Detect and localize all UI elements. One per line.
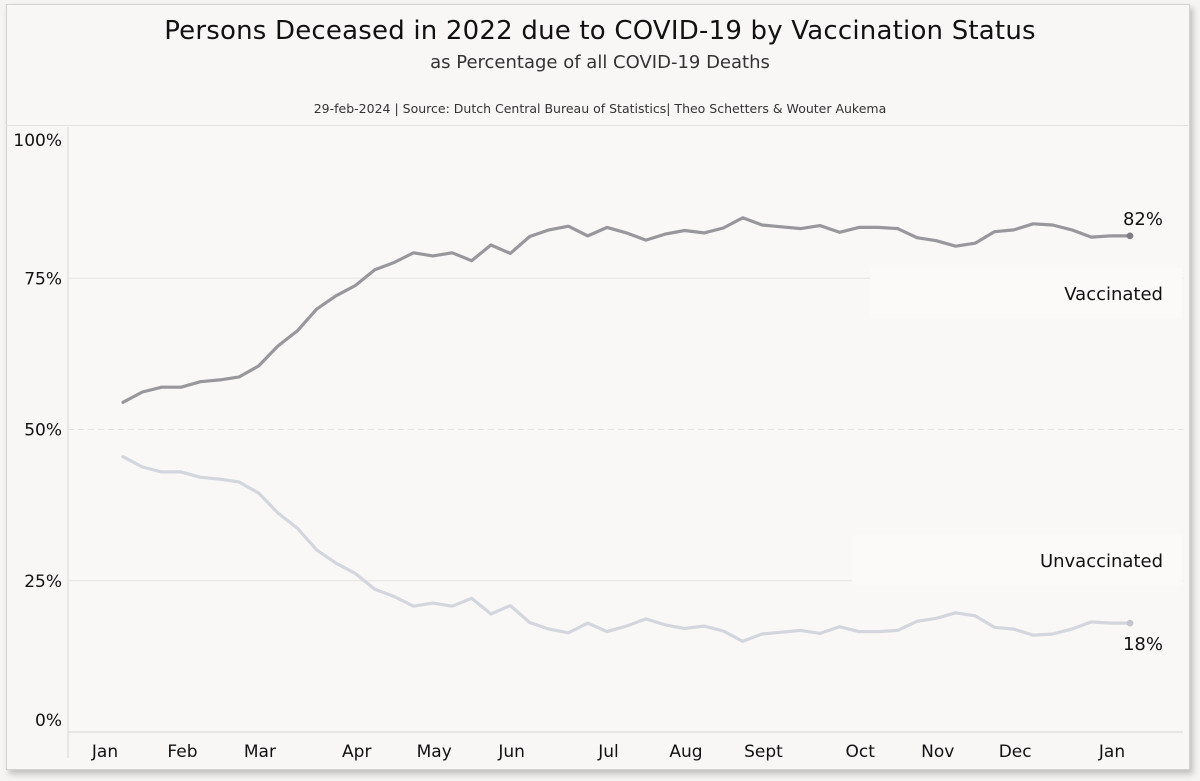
x-tick-label: Feb xyxy=(167,742,197,762)
series-line-vaccinated xyxy=(121,216,1132,404)
series-end-label: 82% xyxy=(1123,209,1163,230)
chart-title: Persons Deceased in 2022 due to COVID-19… xyxy=(164,16,1036,46)
x-tick-label: May xyxy=(417,742,452,762)
x-tick-label: Mar xyxy=(244,742,276,762)
series-end-point xyxy=(1126,619,1134,627)
series-line-unvaccinated xyxy=(121,455,1132,643)
x-tick-label: Oct xyxy=(846,742,876,762)
y-tick-label: 50% xyxy=(24,421,62,441)
x-tick-label: Apr xyxy=(342,742,371,762)
x-tick-label: Jan xyxy=(91,742,118,762)
vaccinated-label-box xyxy=(870,268,1182,318)
series-name-label: Unvaccinated xyxy=(1040,551,1163,572)
chart-source: 29-feb-2024 | Source: Dutch Central Bure… xyxy=(313,101,887,116)
y-tick-label: 100% xyxy=(13,131,62,151)
y-tick-label: 75% xyxy=(24,269,62,289)
x-tick-label: Jun xyxy=(497,742,525,762)
chart-subtitle: as Percentage of all COVID-19 Deaths xyxy=(430,52,770,73)
y-tick-label: 25% xyxy=(24,572,62,592)
x-tick-label: Nov xyxy=(921,742,954,762)
series-end-label: 18% xyxy=(1123,634,1163,655)
x-tick-label: Sept xyxy=(744,742,783,762)
plot-area xyxy=(68,127,1183,732)
unvaccinated-label-box xyxy=(852,535,1182,585)
series-end-point xyxy=(1126,232,1134,240)
x-tick-label: Jul xyxy=(597,742,619,762)
x-tick-label: Jan xyxy=(1098,742,1125,762)
series-name-label: Vaccinated xyxy=(1064,284,1163,305)
y-tick-label: 0% xyxy=(35,711,62,731)
x-tick-label: Aug xyxy=(669,742,702,762)
x-tick-label: Dec xyxy=(999,742,1032,762)
header-separator xyxy=(6,125,1188,126)
